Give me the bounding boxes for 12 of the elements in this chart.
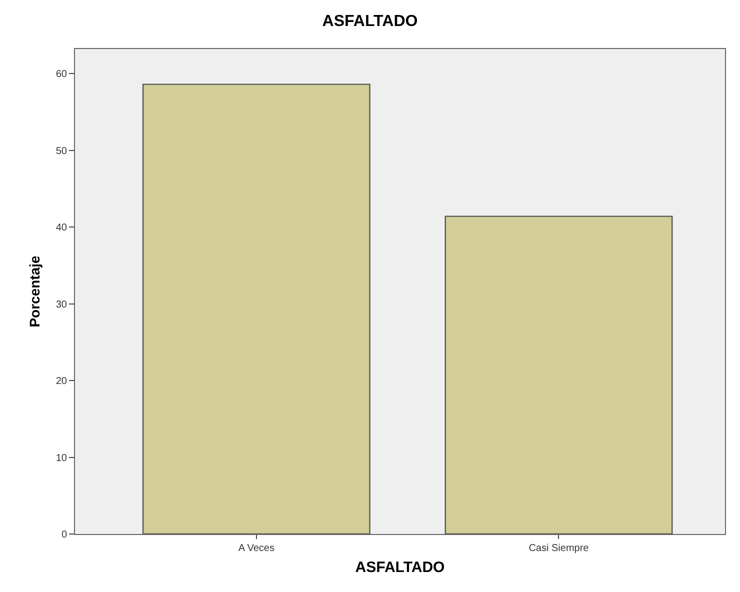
y-tick-label: 30 (56, 299, 68, 310)
x-tick-label: A Veces (238, 543, 274, 554)
y-tick-label: 40 (56, 222, 68, 234)
x-axis-title: ASFALTADO (355, 559, 446, 576)
y-tick-label: 0 (61, 530, 68, 540)
y-axis-title: Porcentaje (26, 255, 42, 328)
y-tick-label: 60 (56, 69, 68, 80)
y-tick-label: 10 (56, 452, 68, 464)
y-tick-label: 50 (56, 146, 68, 157)
chart-title: ASFALTADO (322, 13, 418, 30)
x-tick-label: Casi Siempre (528, 543, 590, 554)
y-tick-label: 20 (56, 376, 68, 388)
